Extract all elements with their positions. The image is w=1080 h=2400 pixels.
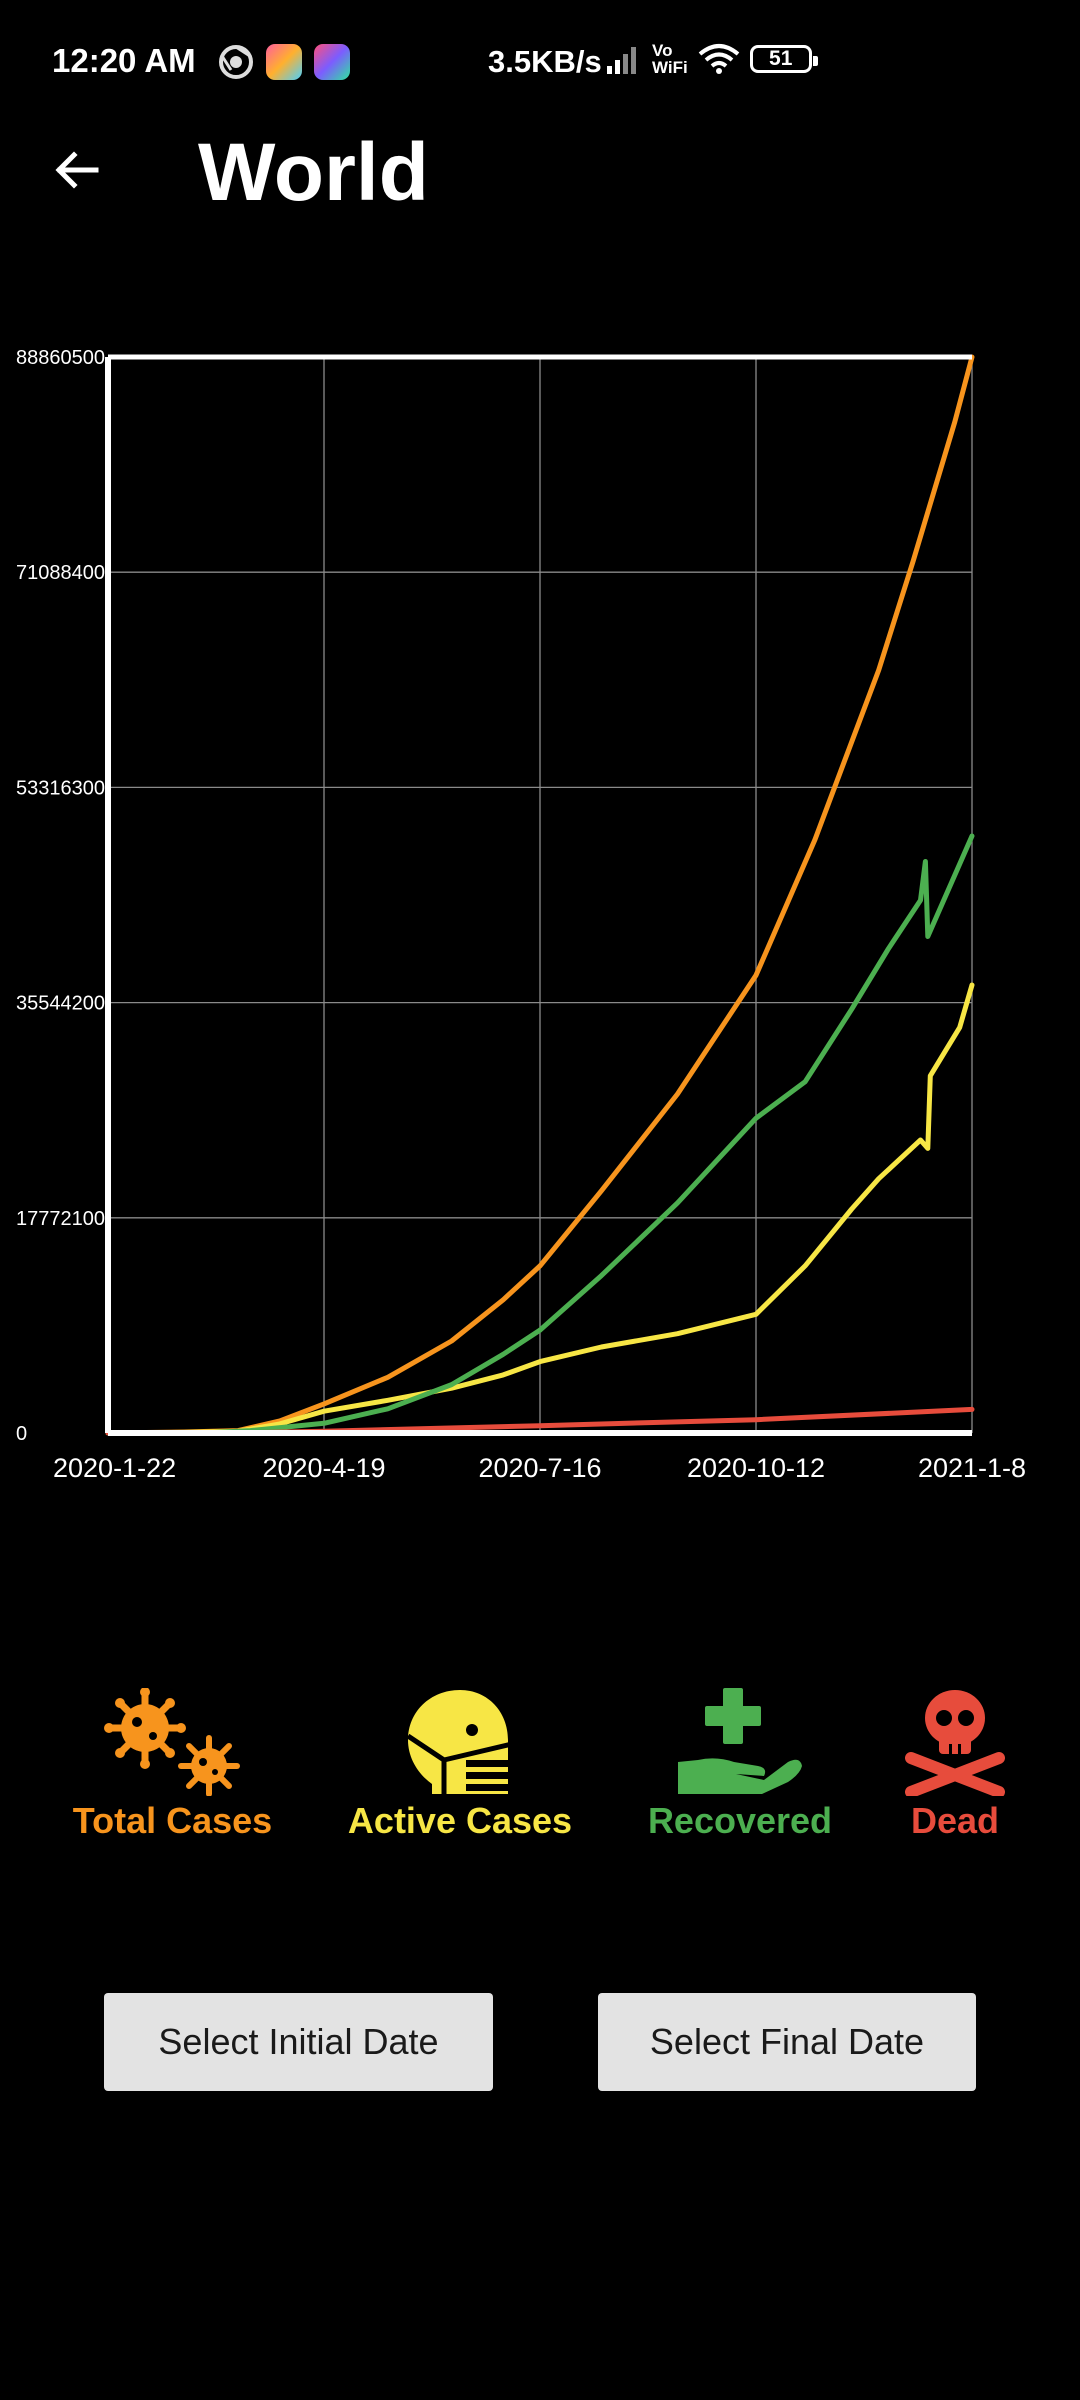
wifi-icon bbox=[698, 44, 740, 74]
y-tick-label: 71088400 bbox=[16, 562, 105, 584]
back-button[interactable] bbox=[44, 138, 108, 202]
legend-label-recovered: Recovered bbox=[647, 1800, 833, 1841]
signal-icon bbox=[607, 47, 636, 74]
virus-icon bbox=[103, 1688, 240, 1796]
legend-label-total: Total Cases bbox=[72, 1800, 273, 1841]
chrome-icon bbox=[219, 45, 253, 79]
status-indicators: Vo WiFi 51 bbox=[606, 42, 818, 76]
network-speed: 3.5KB/s bbox=[488, 44, 602, 79]
legend-recovered: Recovered bbox=[640, 1688, 840, 1842]
cases-line-chart: 2020-1-22 2020-4-19 2020-7-16 2020-10-12 202… bbox=[16, 347, 1026, 1483]
y-tick-label: 17772100 bbox=[16, 1208, 105, 1230]
status-time: 12:20 AM bbox=[52, 42, 196, 79]
select-initial-date-button[interactable]: Select Initial Date bbox=[104, 1993, 493, 2091]
app-icon-search bbox=[266, 44, 302, 80]
y-tick-label: 88860500 bbox=[16, 347, 105, 369]
notification-icons bbox=[218, 44, 350, 80]
y-tick-label: 35544200 bbox=[16, 993, 105, 1015]
skull-crossbones-icon bbox=[905, 1690, 1005, 1796]
chart-ticks: 2020-1-22 2020-4-19 2020-7-16 2020-10-12 202… bbox=[16, 347, 1026, 1483]
status-bar: 12:20 AM 3.5KB/s Vo WiFi 51 bbox=[0, 0, 1080, 130]
arrow-left-icon bbox=[55, 151, 99, 189]
y-tick-label: 0 bbox=[16, 1423, 27, 1445]
x-tick-label: 2020-7-16 bbox=[478, 1453, 601, 1483]
x-tick-label: 2020-4-19 bbox=[262, 1453, 385, 1483]
y-tick-label: 53316300 bbox=[16, 777, 105, 799]
x-tick-label: 2020-1-22 bbox=[53, 1453, 176, 1483]
vowifi-bottom: WiFi bbox=[652, 58, 688, 77]
series-line-recovered bbox=[105, 833, 975, 1436]
legend-dead: Dead bbox=[890, 1688, 1020, 1842]
vowifi-indicator: Vo WiFi bbox=[652, 42, 688, 76]
x-tick-label: 2021-1-8 bbox=[918, 1453, 1026, 1483]
legend-label-dead: Dead bbox=[910, 1800, 1000, 1841]
vowifi-top: Vo bbox=[652, 41, 673, 60]
chart-axes bbox=[105, 354, 972, 1436]
x-tick-label: 2020-10-12 bbox=[687, 1453, 825, 1483]
chart-grid bbox=[107, 356, 973, 1433]
legend-label-active: Active Cases bbox=[347, 1800, 573, 1841]
page-title: World bbox=[198, 127, 429, 218]
masked-face-icon bbox=[406, 1690, 513, 1794]
legend-active-cases: Active Cases bbox=[345, 1688, 575, 1842]
series-line-active-cases bbox=[105, 982, 975, 1436]
legend-total-cases: Total Cases bbox=[70, 1688, 275, 1842]
battery-indicator: 51 bbox=[749, 45, 818, 73]
app-icon-gallery bbox=[314, 44, 350, 80]
hand-holding-medical-icon bbox=[678, 1688, 802, 1794]
select-final-date-button[interactable]: Select Final Date bbox=[598, 1993, 976, 2091]
